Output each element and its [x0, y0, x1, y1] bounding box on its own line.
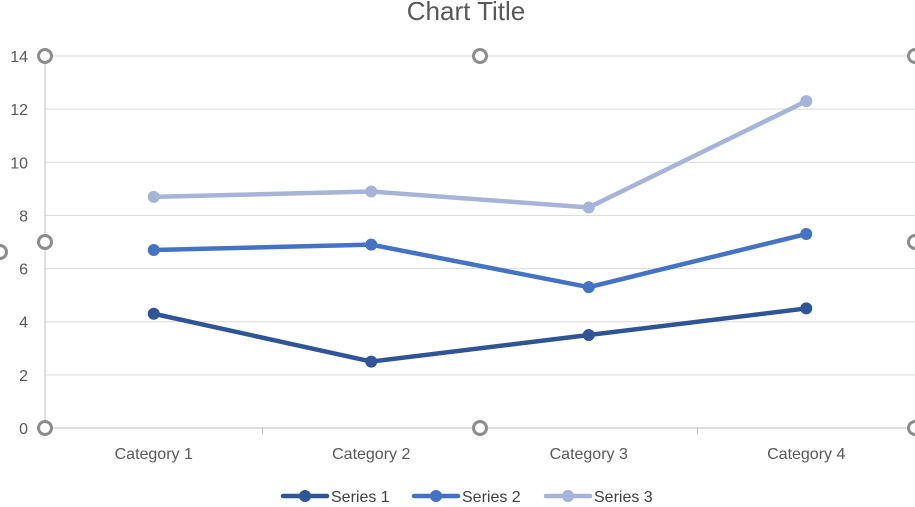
y-tick-label: 12	[10, 102, 28, 119]
series-3	[147, 95, 813, 214]
resize-handle[interactable]	[37, 48, 53, 64]
legend-marker	[562, 490, 574, 502]
legend-label: Series 3	[594, 489, 653, 506]
resize-handle[interactable]	[907, 420, 915, 436]
data-point	[582, 281, 595, 294]
data-point	[147, 190, 160, 203]
resize-handle[interactable]	[472, 420, 488, 436]
y-tick-label: 8	[19, 208, 28, 225]
resize-handle[interactable]	[37, 420, 53, 436]
x-tick-label: Category 3	[550, 446, 628, 463]
x-tick-label: Category 4	[767, 446, 845, 463]
y-tick-label: 2	[19, 368, 28, 385]
legend-entry: Series 2	[411, 489, 521, 506]
legend: Series 1 Series 2 Series 3	[280, 489, 653, 506]
y-tick-label: 6	[19, 262, 28, 279]
axes: 0 2 4 6 8 10 12 14 Category 1 Category 2 Category …	[10, 49, 915, 463]
y-tick-label: 14	[10, 49, 28, 66]
chart-title: Chart Title	[407, 0, 526, 26]
legend-marker	[299, 490, 311, 502]
data-point	[800, 228, 813, 241]
resize-handle[interactable]	[472, 48, 488, 64]
data-point	[147, 243, 160, 256]
data-point	[147, 307, 160, 320]
data-point	[582, 329, 595, 341]
y-tick-label: 4	[19, 315, 28, 332]
data-point	[365, 238, 378, 251]
legend-entry: Series 3	[543, 489, 653, 506]
series-line	[151, 306, 809, 364]
resize-handle[interactable]	[907, 48, 915, 64]
gridlines	[45, 55, 915, 376]
legend-marker	[430, 490, 442, 502]
data-point	[800, 302, 813, 315]
x-tick-label: Category 1	[115, 446, 193, 463]
series-1	[147, 302, 813, 368]
legend-label: Series 2	[462, 489, 521, 506]
y-tick-label: 0	[19, 421, 28, 438]
selection-handles[interactable]	[0, 48, 915, 436]
data-point	[365, 355, 378, 368]
data-point	[582, 201, 595, 214]
series-line	[151, 231, 809, 290]
legend-entry: Series 1	[280, 489, 390, 506]
series-line	[151, 98, 809, 210]
resize-handle[interactable]	[907, 234, 915, 250]
series-2	[147, 228, 813, 294]
data-point	[365, 185, 378, 198]
y-tick-label: 10	[10, 155, 28, 172]
legend-label: Series 1	[331, 489, 390, 506]
data-point	[800, 95, 813, 108]
resize-handle[interactable]	[37, 234, 53, 250]
series-lines	[147, 95, 813, 368]
x-tick-label: Category 2	[332, 446, 410, 463]
resize-handle[interactable]	[0, 244, 8, 260]
